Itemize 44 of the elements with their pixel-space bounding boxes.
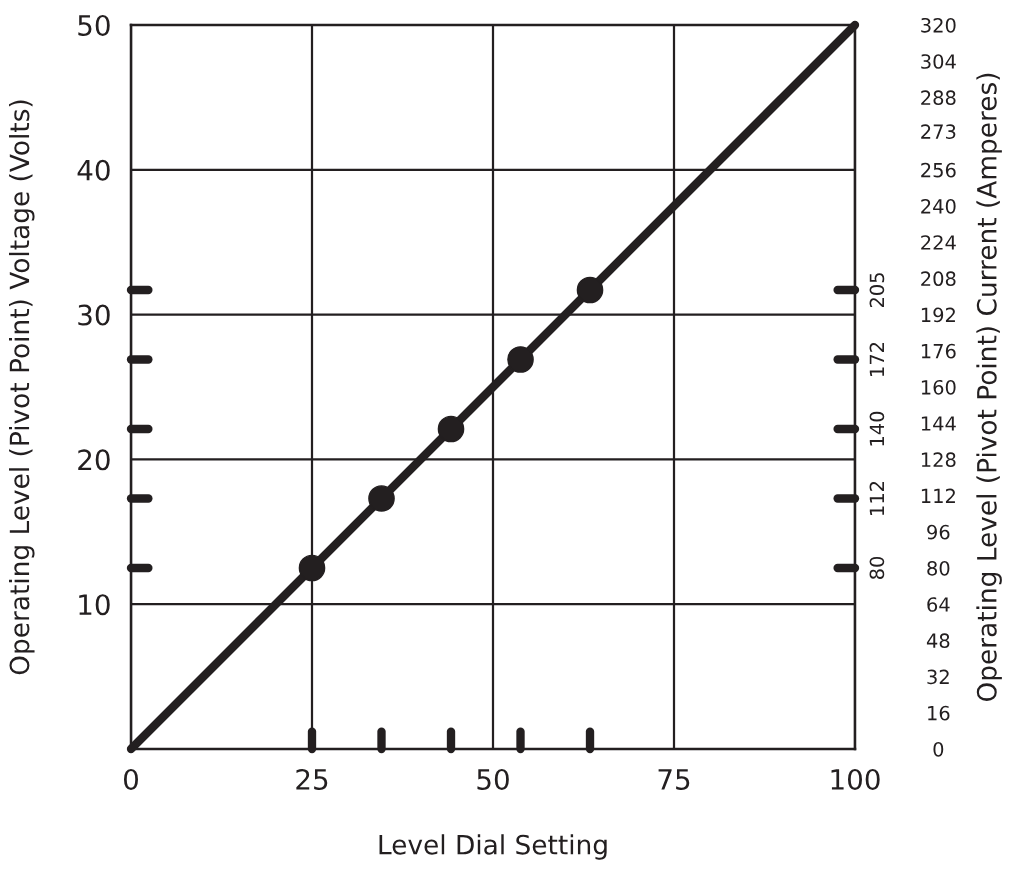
y2-tick-label: 224 [921, 235, 956, 250]
y2-tick-label: 48 [926, 633, 950, 649]
y2-tick-label: 0 [933, 741, 944, 757]
x-tick-label: 25 [296, 768, 328, 790]
y2-tick-label: 240 [921, 198, 956, 214]
x-tick-label: 0 [123, 768, 138, 790]
y2-tick-label: 256 [921, 162, 956, 178]
y2-tick-label: 320 [921, 17, 956, 33]
y-tick-label: 40 [77, 159, 110, 181]
point [437, 415, 465, 443]
y2-tick-label: 273 [921, 124, 956, 139]
text: 112 [869, 481, 884, 515]
y-axis-title: Operating Level (Pivot Point) Voltage (Volts) [9, 100, 35, 675]
y-tick-label: 20 [78, 449, 110, 471]
y2-tick-label: 288 [921, 90, 956, 106]
text: 205 [869, 273, 885, 308]
text: 140 [869, 411, 885, 446]
x-tick-label: 75 [658, 769, 690, 790]
y-tick-label: 10 [79, 594, 110, 616]
y2-tick-label: 144 [921, 416, 956, 431]
y2-tick-label: 176 [921, 343, 956, 359]
y2-tick-label: 128 [921, 452, 956, 468]
y2-axis-title: Operating Level (Pivot Point) Current (Amperes) [976, 73, 1002, 702]
point [298, 554, 326, 582]
y2-tick-label: 160 [921, 379, 956, 395]
x-axis-title: Level Dial Setting [379, 834, 607, 860]
text: 80 [869, 556, 885, 580]
x-tick-label: 50 [477, 768, 509, 790]
y2-tick-label: 80 [927, 560, 950, 576]
y-tick-label: 50 [78, 14, 110, 36]
y2-tick-label: 208 [921, 271, 956, 287]
point [576, 276, 604, 304]
y2-tick-label: 96 [927, 524, 950, 540]
x-tick-label: 100 [831, 768, 880, 790]
text: 172 [869, 342, 884, 376]
y2-tick-label: 304 [921, 54, 956, 69]
y2-tick-label: 64 [927, 597, 950, 612]
y2-tick-label: 112 [921, 488, 955, 503]
y2-tick-label: 16 [928, 705, 950, 721]
point [507, 346, 534, 373]
y2-tick-label: 192 [921, 307, 955, 323]
point [368, 485, 395, 512]
y-tick-label: 30 [78, 304, 110, 326]
y2-tick-label: 32 [927, 669, 949, 685]
